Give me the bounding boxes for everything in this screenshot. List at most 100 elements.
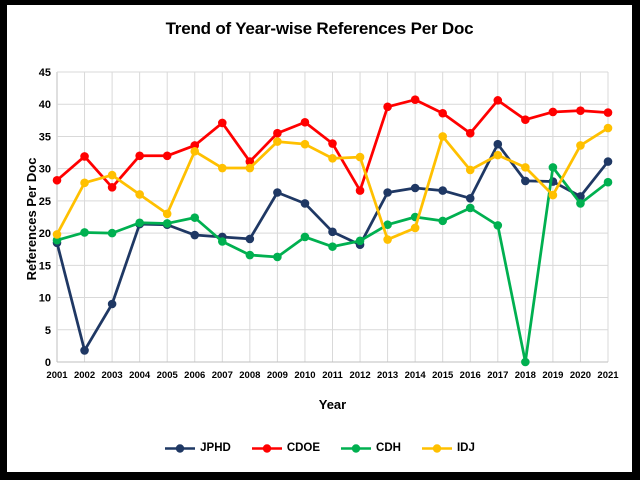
x-tick-label: 2011 [322, 370, 343, 381]
legend-item-CDH: CDH [340, 442, 401, 454]
legend-label: JPHD [200, 442, 231, 454]
data-point-JPHD-2008 [245, 234, 255, 244]
data-point-IDJ-2011 [328, 154, 337, 163]
x-tick-label: 2019 [542, 370, 563, 381]
x-tick-label: 2004 [129, 370, 151, 381]
data-point-CDH-2019 [548, 163, 558, 172]
x-tick-label: 2013 [377, 370, 398, 381]
data-point-IDJ-2016 [465, 165, 475, 175]
series-IDJ [52, 123, 613, 244]
data-point-CDOE-2017 [493, 96, 503, 105]
data-point-IDJ-2012 [355, 152, 365, 162]
data-point-CDH-2012 [355, 236, 365, 246]
y-tick-label: 5 [45, 325, 51, 337]
data-point-CDH-2021 [603, 177, 613, 187]
legend: JPHD CDOE CDH IDJ [7, 442, 632, 454]
data-point-CDH-2011 [328, 242, 337, 251]
data-point-CDH-2008 [245, 250, 255, 260]
x-tick-label: 2010 [294, 370, 315, 381]
y-tick-label: 0 [45, 357, 51, 369]
data-point-IDJ-2015 [438, 132, 448, 141]
chart-title: Trend of Year-wise References Per Doc [165, 19, 474, 38]
data-point-IDJ-2014 [410, 223, 420, 233]
data-point-CDOE-2018 [521, 115, 530, 124]
data-point-IDJ-2003 [107, 170, 117, 180]
data-point-IDJ-2008 [245, 163, 255, 173]
data-point-JPHD-2018 [521, 176, 530, 186]
data-point-CDOE-2009 [273, 128, 282, 138]
data-point-IDJ-2006 [190, 146, 200, 156]
x-tick-label: 2016 [460, 370, 481, 381]
data-point-IDJ-2010 [300, 139, 310, 149]
y-tick-label: 35 [39, 131, 51, 143]
data-point-JPHD-2021 [603, 157, 613, 166]
data-point-JPHD-2002 [80, 346, 89, 355]
data-point-CDH-2003 [107, 228, 117, 238]
series-CDH [52, 163, 613, 367]
data-point-CDOE-2011 [328, 139, 337, 148]
data-point-JPHD-2017 [493, 139, 503, 149]
data-point-CDOE-2004 [135, 151, 144, 161]
x-tick-label: 2007 [212, 370, 233, 381]
data-point-CDOE-2020 [576, 106, 585, 115]
data-point-CDH-2015 [438, 216, 448, 226]
data-point-JPHD-2003 [107, 299, 117, 309]
x-tick-label: 2012 [349, 370, 370, 381]
data-point-CDOE-2008 [245, 157, 255, 166]
data-point-CDOE-2005 [162, 151, 172, 161]
data-point-IDJ-2013 [383, 235, 392, 244]
data-point-CDOE-2016 [465, 128, 475, 138]
data-point-IDJ-2002 [80, 178, 89, 188]
data-point-IDJ-2017 [493, 150, 503, 160]
x-tick-label: 2021 [597, 370, 619, 381]
legend-marker-icon [251, 443, 282, 453]
gridlines [56, 71, 609, 363]
data-point-CDOE-2003 [107, 183, 117, 192]
y-tick-label: 45 [39, 67, 51, 79]
data-point-CDH-2016 [465, 203, 475, 213]
data-point-CDH-2005 [162, 219, 172, 228]
data-point-CDH-2002 [80, 228, 89, 237]
legend-item-JPHD: JPHD [164, 442, 231, 454]
data-point-CDOE-2012 [355, 186, 365, 195]
data-point-CDH-2006 [190, 213, 200, 222]
data-point-IDJ-2009 [273, 137, 282, 146]
data-point-CDH-2013 [383, 220, 392, 230]
legend-label: IDJ [456, 442, 475, 454]
data-point-CDH-2020 [576, 199, 585, 208]
legend-label: CDOE [286, 442, 321, 454]
data-point-JPHD-2015 [438, 186, 448, 195]
data-point-CDH-2007 [218, 237, 227, 246]
y-tick-label: 30 [39, 164, 51, 176]
data-point-CDOE-2001 [52, 175, 62, 185]
data-point-IDJ-2004 [135, 190, 144, 199]
legend-item-IDJ: IDJ [421, 442, 475, 454]
legend-marker-icon [341, 443, 372, 453]
data-point-CDH-2018 [521, 357, 530, 367]
data-point-CDOE-2014 [410, 95, 420, 105]
x-tick-label: 2020 [570, 370, 591, 381]
legend-item-CDOE: CDOE [251, 442, 320, 454]
x-tick-label: 2001 [46, 370, 68, 381]
data-point-CDH-2017 [493, 221, 503, 230]
data-point-JPHD-2016 [465, 194, 475, 203]
data-point-CDOE-2010 [300, 117, 310, 127]
data-point-CDH-2010 [300, 232, 310, 242]
data-point-CDOE-2002 [80, 152, 89, 161]
x-tick-label: 2009 [267, 370, 288, 381]
data-point-IDJ-2019 [548, 190, 558, 200]
x-tick-label: 2014 [405, 370, 427, 381]
data-point-JPHD-2006 [190, 230, 200, 240]
legend-marker-icon [165, 443, 196, 453]
x-tick-label: 2017 [487, 370, 508, 381]
x-tick-label: 2003 [102, 370, 123, 381]
legend-label: CDH [376, 442, 401, 454]
x-tick-label: 2006 [184, 370, 205, 381]
data-point-IDJ-2020 [576, 141, 585, 150]
x-tick-label: 2018 [515, 370, 536, 381]
data-point-IDJ-2001 [52, 230, 62, 239]
data-point-CDOE-2015 [438, 108, 448, 118]
x-tick-label: 2005 [157, 370, 179, 381]
y-tick-label: 20 [39, 228, 51, 240]
